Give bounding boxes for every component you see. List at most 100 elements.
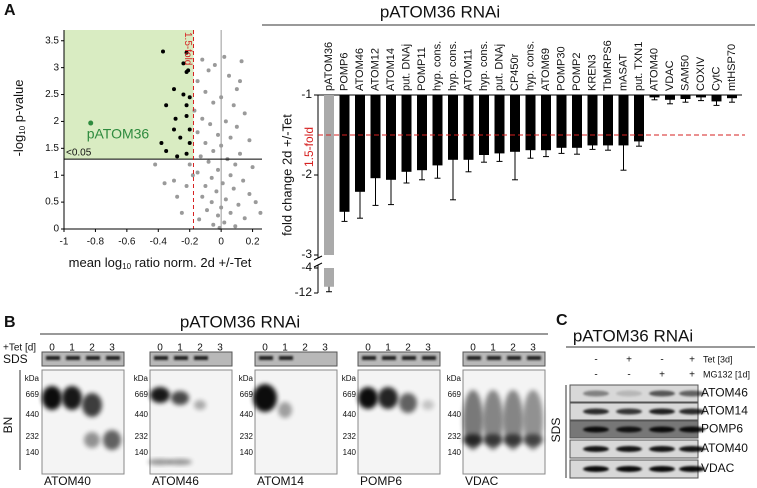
point [253,200,258,205]
point [238,79,242,84]
point [247,138,252,143]
band [679,426,705,433]
marker-label: 669 [343,390,357,399]
point [159,140,164,145]
day-label: 3 [217,343,223,354]
sds-band [382,356,396,360]
band [583,390,609,397]
point [220,181,225,186]
bar [401,95,412,172]
axis-break [313,262,323,268]
y-tick-label: -2 [301,167,312,181]
sds-band [86,356,100,360]
category-label: hyp. cons. [478,41,490,91]
category-label: POMP2 [571,52,583,91]
axis-title: mean log10 ratio norm. 2d +/-Tet [69,255,252,271]
point [223,119,228,124]
band [616,466,642,472]
y-tick-label: 2.5 [45,89,59,100]
panel-label: A [4,2,16,19]
row-label: MG132 [1d] [703,369,750,379]
point [195,79,200,84]
sds-band [362,356,376,360]
bar [649,95,660,98]
category-label: COXIV [695,56,707,91]
axis-title-part: mean log [69,255,122,270]
sds-band [507,356,521,360]
sds-band [527,356,541,360]
axis-title: -log10 p-value [11,80,27,157]
point [172,178,176,183]
day-label: 0 [262,343,268,354]
point [187,162,192,167]
band [278,402,292,418]
axis-title-sub: 10 [122,262,131,271]
category-label: ATOM14 [385,48,397,91]
x-tick-label: -1 [60,237,69,248]
marker-label: 669 [240,390,254,399]
day-label: 1 [385,343,391,354]
point [211,149,216,154]
band [62,386,82,410]
category-label: TbMRPS6 [602,40,614,91]
marker-label: 440 [26,410,40,419]
category-label: put. TXN1 [633,42,645,91]
band [649,408,675,415]
point [197,217,202,222]
sds-strip [357,351,441,367]
point [212,62,217,67]
point [198,154,203,159]
bn-blot [357,369,441,475]
point [236,202,241,207]
band [378,387,398,409]
day-label: 2 [510,343,516,354]
bar [572,95,582,148]
band [150,387,170,403]
point [203,183,208,188]
point [250,165,255,170]
sign: - [594,355,597,366]
band [679,408,705,415]
point [211,100,216,105]
point [200,57,205,62]
sign: + [689,370,695,381]
sign: - [594,370,597,381]
sds-band [279,356,293,360]
category-label: KREN3 [586,54,598,91]
point [228,135,233,140]
y-tick-label: 1 [53,170,59,181]
day-label: 2 [405,343,411,354]
point [173,116,178,121]
category-label: put. DNAj [493,44,505,91]
marker-label: 140 [448,448,462,457]
band [649,426,675,433]
point [211,222,216,227]
y-tick-label: -4 [301,260,312,274]
point [216,167,220,172]
marker-label: 440 [240,410,254,419]
point [164,103,169,108]
point [206,68,211,73]
point [190,173,195,178]
day-label: 1 [490,343,496,354]
point [258,210,263,215]
sign: - [660,355,663,366]
point [200,194,205,199]
sign: + [626,355,632,366]
bar [727,95,737,99]
y-tick-label: -1 [301,87,312,101]
day-label: 2 [197,343,203,354]
category-label: hyp. cons. [447,41,459,91]
point [195,170,200,175]
bar [324,95,334,255]
bar [696,95,706,98]
point [195,130,200,135]
y-tick-label: -12 [295,285,313,299]
band [679,390,705,397]
y-tick-label: 2 [53,116,59,127]
point [234,124,239,129]
category-label: POMP11 [416,47,428,91]
significance-region [64,30,194,160]
axis-title-part: -log [11,135,26,157]
bar [556,95,567,148]
